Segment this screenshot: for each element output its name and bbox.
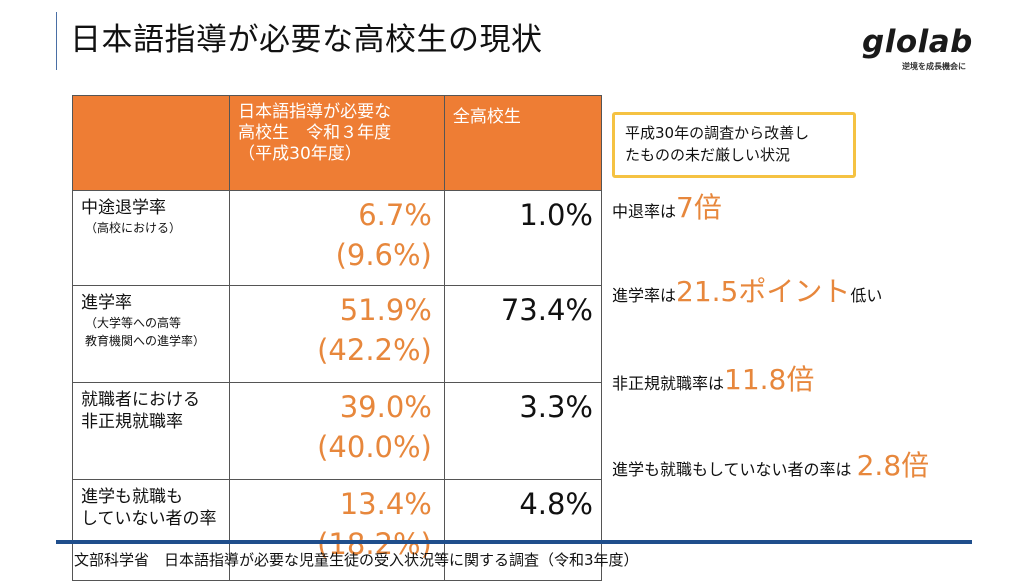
- row-label: 就職者における 非正規就職率: [71, 382, 231, 480]
- header-target-students: 日本語指導が必要な 高校生 令和３年度 （平成30年度）: [229, 95, 445, 191]
- row-label-sub: 教育機関への進学率）: [85, 334, 206, 348]
- statistics-table: 日本語指導が必要な 高校生 令和３年度 （平成30年度） 全高校生 中途退学率 …: [71, 95, 603, 581]
- current-value: 6.7%: [358, 198, 432, 232]
- comparison-text: 進学率は: [612, 286, 677, 305]
- all-students-value: 1.0%: [443, 190, 603, 286]
- comparison-neither: 進学も就職もしていない者の率は 2.8倍: [612, 444, 929, 484]
- row-label: 進学率 （大学等への高等 教育機関への進学率）: [71, 285, 231, 383]
- table-row-nonregular-employment: 就職者における 非正規就職率 39.0% (40.0%) 3.3%: [71, 382, 603, 480]
- header-blank-cell: [71, 95, 231, 191]
- row-label: 進学も就職も していない者の率: [71, 479, 231, 581]
- comparison-advancement: 進学率は21.5ポイント低い: [612, 270, 882, 310]
- comparison-suffix: 低い: [850, 286, 883, 305]
- all-students-value: 4.8%: [443, 479, 603, 581]
- table-row-advancement: 進学率 （大学等への高等 教育機関への進学率） 51.9% (42.2%) 73…: [71, 285, 603, 383]
- logo-tagline: 逆境を成長機会に: [902, 62, 966, 71]
- title-accent-line: [56, 12, 917, 70]
- table-header-row: 日本語指導が必要な 高校生 令和３年度 （平成30年度） 全高校生: [71, 95, 603, 191]
- target-value-cell: 51.9% (42.2%): [229, 285, 445, 383]
- row-label-main: していない者の率: [81, 509, 217, 529]
- current-value: 51.9%: [339, 293, 432, 327]
- previous-value: (9.6%): [335, 238, 432, 272]
- header-target-line1: 日本語指導が必要な: [238, 102, 392, 122]
- header-target-line3: （平成30年度）: [238, 144, 362, 164]
- footer-rule: [56, 540, 972, 544]
- comparison-dropout: 中退率は7倍: [612, 186, 722, 226]
- row-label-sub: （高校における）: [85, 221, 182, 235]
- brand-logo: glolab 逆境を成長機会に: [862, 26, 982, 76]
- all-students-value: 73.4%: [443, 285, 603, 383]
- callout-box: 平成30年の調査から改善し たものの未だ厳しい状況: [612, 112, 856, 178]
- row-label-main: 非正規就職率: [81, 412, 183, 432]
- header-target-line2: 高校生 令和３年度: [238, 123, 392, 143]
- row-label-sub: （大学等への高等: [85, 316, 182, 330]
- row-label-main: 中途退学率: [81, 198, 166, 218]
- current-value: 39.0%: [339, 390, 432, 424]
- row-label-main: 進学も就職も: [81, 487, 183, 507]
- comparison-nonregular: 非正規就職率は11.8倍: [612, 358, 814, 398]
- source-citation: 文部科学省 日本語指導が必要な児童生徒の受入状況等に関する調査（令和3年度）: [74, 551, 639, 569]
- callout-line2: たものの未だ厳しい状況: [625, 146, 791, 164]
- comparison-text: 進学も就職もしていない者の率は: [612, 460, 857, 479]
- comparison-text: 中退率は: [612, 202, 677, 221]
- previous-value: (42.2%): [317, 333, 432, 367]
- logo-text: glolab: [862, 24, 973, 60]
- comparison-highlight: 7倍: [676, 191, 722, 224]
- header-all-students: 全高校生: [443, 95, 603, 191]
- target-value-cell: 39.0% (40.0%): [229, 382, 445, 480]
- previous-value: (18.2%): [317, 527, 432, 561]
- table-row-neither: 進学も就職も していない者の率 13.4% (18.2%) 4.8%: [71, 479, 603, 581]
- comparison-highlight: 11.8倍: [724, 363, 815, 396]
- comparison-highlight: 2.8倍: [856, 449, 930, 482]
- row-label-main: 就職者における: [81, 390, 200, 410]
- target-value-cell: 6.7% (9.6%): [229, 190, 445, 286]
- current-value: 13.4%: [339, 487, 432, 521]
- comparison-highlight: 21.5ポイント: [676, 275, 851, 308]
- callout-line1: 平成30年の調査から改善し: [625, 124, 810, 142]
- row-label: 中途退学率 （高校における）: [71, 190, 231, 286]
- comparison-text: 非正規就職率は: [612, 374, 725, 393]
- previous-value: (40.0%): [317, 430, 432, 464]
- row-label-main: 進学率: [81, 293, 132, 313]
- page-title: 日本語指導が必要な高校生の現状: [70, 22, 543, 58]
- target-value-cell: 13.4% (18.2%): [229, 479, 445, 581]
- all-students-value: 3.3%: [443, 382, 603, 480]
- table-row-dropout: 中途退学率 （高校における） 6.7% (9.6%) 1.0%: [71, 190, 603, 286]
